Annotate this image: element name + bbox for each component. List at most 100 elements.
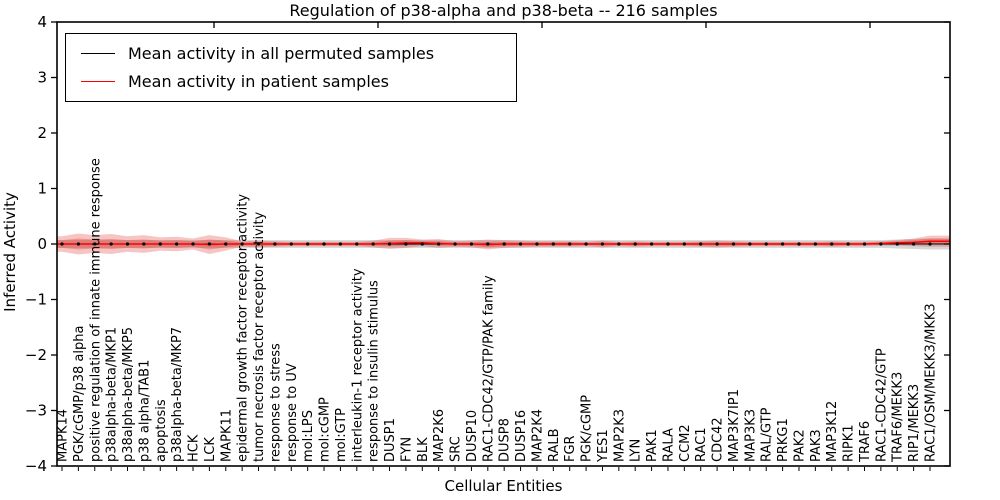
permuted-mean-marker bbox=[453, 242, 457, 246]
x-category-label: BLK bbox=[416, 437, 431, 462]
permuted-mean-marker bbox=[748, 242, 752, 246]
legend-box: Mean activity in all permuted samples Me… bbox=[65, 33, 517, 102]
x-category-label: RAC1 bbox=[694, 427, 709, 462]
permuted-mean-marker bbox=[76, 242, 80, 246]
x-category-label: FYN bbox=[399, 437, 414, 462]
permuted-mean-marker bbox=[715, 242, 719, 246]
x-category-label: HCK bbox=[187, 434, 202, 462]
x-category-label: MAP2K3 bbox=[612, 409, 627, 462]
y-tick-label: −4 bbox=[25, 457, 47, 475]
x-category-label: PGK/cGMP/p38 alpha bbox=[72, 326, 87, 462]
legend-label-permuted: Mean activity in all permuted samples bbox=[128, 43, 435, 63]
x-category-label: RAC1-CDC42/GTP bbox=[874, 348, 889, 462]
patient-mean-line bbox=[57, 240, 950, 246]
permuted-mean-marker bbox=[306, 242, 310, 246]
x-category-label: MAP3K12 bbox=[825, 401, 840, 462]
permuted-mean-marker bbox=[387, 242, 392, 246]
legend-entry-permuted: Mean activity in all permuted samples bbox=[66, 39, 516, 67]
x-category-label: PAK3 bbox=[809, 429, 824, 462]
permuted-mean-marker bbox=[518, 242, 523, 246]
permuted-mean-marker bbox=[158, 242, 162, 246]
permuted-mean-marker bbox=[273, 242, 277, 246]
x-category-label: LCK bbox=[203, 437, 218, 462]
x-category-label: p38alpha-beta/MKP5 bbox=[121, 327, 136, 462]
permuted-mean-marker bbox=[486, 242, 490, 246]
x-category-label: TRAF6/MEKK3 bbox=[891, 372, 906, 463]
permuted-mean-marker bbox=[879, 242, 883, 246]
y-tick-label: 4 bbox=[37, 13, 47, 31]
x-category-label: YES1 bbox=[596, 429, 611, 463]
x-category-label: DUSP1 bbox=[383, 418, 398, 462]
x-category-label: MAPK14 bbox=[56, 409, 71, 462]
x-category-label: DUSP10 bbox=[465, 410, 480, 462]
x-category-label: p38alpha-beta/MKP1 bbox=[105, 327, 120, 462]
x-category-label: RIP1/MEKK3 bbox=[907, 384, 922, 462]
x-category-label: MAP3K3 bbox=[743, 409, 758, 462]
permuted-mean-marker bbox=[142, 242, 146, 246]
x-category-label: RAL/GTP bbox=[760, 407, 775, 462]
x-category-label: apoptosis bbox=[154, 399, 169, 462]
permuted-mean-marker bbox=[813, 242, 817, 246]
x-category-label: mol:LPS bbox=[301, 410, 316, 462]
permuted-mean-marker bbox=[404, 242, 408, 246]
permuted-mean-marker bbox=[322, 242, 326, 246]
permuted-mean-marker bbox=[175, 242, 179, 246]
x-category-label: CDC42 bbox=[711, 417, 726, 462]
permuted-mean-marker bbox=[633, 242, 637, 246]
x-category-label: SRC bbox=[449, 436, 464, 462]
permuted-mean-marker bbox=[355, 242, 359, 246]
permuted-mean-marker bbox=[649, 242, 654, 246]
permuted-mean-marker bbox=[862, 242, 867, 246]
legend-line-permuted-icon bbox=[81, 52, 115, 54]
permuted-mean-marker bbox=[682, 242, 686, 246]
permuted-mean-marker bbox=[469, 242, 474, 246]
x-category-label: RALA bbox=[661, 428, 676, 462]
x-category-label: PGK/cGMP bbox=[580, 395, 595, 462]
x-category-label: FGR bbox=[563, 435, 578, 462]
permuted-mean-marker bbox=[584, 242, 588, 246]
permuted-mean-marker bbox=[125, 242, 130, 246]
permuted-mean-marker bbox=[256, 242, 261, 246]
x-category-label: epidermal growth factor receptor activit… bbox=[236, 194, 251, 462]
x-category-label: PAK1 bbox=[645, 429, 660, 462]
permuted-mean-marker bbox=[895, 242, 899, 246]
permuted-mean-marker bbox=[437, 242, 441, 246]
permuted-mean-marker bbox=[191, 242, 195, 246]
x-category-label: mol:GTP bbox=[334, 408, 349, 462]
permuted-mean-marker bbox=[289, 242, 293, 246]
x-category-label: p38 alpha/TAB1 bbox=[137, 360, 152, 462]
x-category-label: CCM2 bbox=[678, 424, 693, 462]
permuted-mean-marker bbox=[846, 242, 850, 246]
y-tick-label: 0 bbox=[37, 235, 47, 253]
x-category-label: RAC1-CDC42/GTP/PAK family bbox=[481, 275, 496, 462]
x-category-label: MAPK11 bbox=[219, 409, 234, 462]
y-tick-label: 2 bbox=[37, 124, 47, 142]
y-tick-label: −1 bbox=[25, 291, 47, 309]
permuted-mean-marker bbox=[617, 242, 621, 246]
legend-line-patient-icon bbox=[81, 80, 115, 82]
y-tick-label: −2 bbox=[25, 346, 47, 364]
x-category-label: response to insulin stimulus bbox=[367, 280, 382, 462]
x-category-label: MAP2K6 bbox=[432, 409, 447, 462]
x-axis-label: Cellular Entities bbox=[444, 477, 563, 495]
permuted-mean-marker bbox=[502, 242, 506, 246]
x-category-label: MAP2K4 bbox=[530, 409, 545, 462]
x-category-label: positive regulation of innate immune res… bbox=[88, 158, 103, 462]
permuted-mean-marker bbox=[797, 242, 801, 246]
permuted-mean-marker bbox=[551, 242, 555, 246]
permuted-mean-marker bbox=[371, 242, 375, 246]
permuted-mean-marker bbox=[600, 242, 605, 246]
y-tick-label: −3 bbox=[25, 402, 47, 420]
permuted-mean-marker bbox=[764, 242, 768, 246]
chart-title: Regulation of p38-alpha and p38-beta -- … bbox=[289, 1, 718, 20]
x-category-label: LYN bbox=[629, 439, 644, 462]
x-category-label: p38alpha-beta/MKP7 bbox=[170, 327, 185, 462]
x-category-label: RAC1/OSM/MEKK3/MKK3 bbox=[924, 303, 939, 462]
permuted-mean-marker bbox=[338, 242, 343, 246]
permuted-mean-marker bbox=[568, 242, 572, 246]
y-tick-label: 1 bbox=[37, 180, 47, 198]
permuted-mean-marker bbox=[535, 242, 539, 246]
x-category-label: interleukin-1 receptor activity bbox=[350, 268, 365, 462]
